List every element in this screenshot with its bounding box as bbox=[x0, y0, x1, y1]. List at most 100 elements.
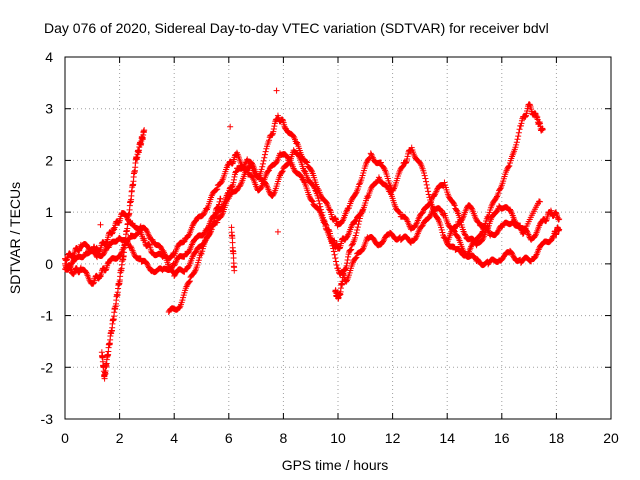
data-point bbox=[273, 159, 280, 166]
data-point bbox=[227, 123, 234, 130]
data-point bbox=[526, 101, 533, 108]
y-axis-label: SDTVAR / TECUs bbox=[7, 182, 23, 294]
data-point bbox=[332, 255, 339, 262]
data-point bbox=[478, 231, 485, 238]
data-point bbox=[270, 191, 277, 198]
data-point bbox=[347, 247, 354, 254]
data-point bbox=[264, 168, 271, 175]
data-point bbox=[279, 168, 286, 175]
data-point bbox=[226, 193, 233, 200]
data-point bbox=[233, 168, 240, 175]
data-point bbox=[352, 190, 359, 197]
data-point bbox=[318, 209, 325, 216]
data-point bbox=[323, 199, 330, 206]
x-tick-label: 16 bbox=[494, 430, 510, 446]
data-point bbox=[143, 227, 150, 234]
data-point bbox=[359, 246, 366, 253]
data-point bbox=[353, 229, 360, 236]
data-point bbox=[279, 168, 286, 175]
data-point bbox=[229, 239, 236, 246]
data-point bbox=[262, 180, 269, 187]
data-point bbox=[144, 261, 151, 268]
data-point bbox=[304, 159, 311, 166]
data-point bbox=[412, 222, 419, 229]
data-point bbox=[143, 260, 150, 267]
data-point bbox=[193, 248, 200, 255]
data-point bbox=[416, 159, 423, 166]
data-point bbox=[556, 216, 563, 223]
data-point bbox=[141, 127, 148, 134]
data-point bbox=[70, 270, 77, 277]
data-point bbox=[342, 266, 349, 273]
data-point bbox=[317, 206, 324, 213]
data-point bbox=[356, 218, 363, 225]
data-point bbox=[208, 217, 215, 224]
data-point bbox=[494, 229, 501, 236]
data-point bbox=[425, 191, 432, 198]
data-point bbox=[420, 207, 427, 214]
data-point bbox=[295, 152, 302, 159]
data-point bbox=[279, 116, 286, 123]
data-point bbox=[185, 263, 192, 270]
data-point bbox=[315, 197, 322, 204]
data-point bbox=[352, 232, 359, 239]
data-point bbox=[380, 238, 387, 245]
data-point bbox=[397, 209, 404, 216]
data-point bbox=[145, 232, 152, 239]
data-point bbox=[90, 280, 97, 287]
x-tick-labels: 0 2 4 6 8 10 12 14 16 18 20 bbox=[61, 430, 619, 446]
data-point bbox=[352, 255, 359, 262]
data-point bbox=[514, 136, 521, 143]
data-point bbox=[218, 211, 225, 218]
data-point bbox=[495, 227, 502, 234]
data-point bbox=[160, 247, 167, 254]
y-tick-label: -2 bbox=[41, 359, 54, 375]
data-point bbox=[308, 167, 315, 174]
data-point bbox=[286, 158, 293, 165]
chart-title: Day 076 of 2020, Sidereal Day-to-day VTE… bbox=[44, 20, 549, 36]
data-point bbox=[126, 235, 133, 242]
data-point bbox=[216, 198, 223, 205]
data-point bbox=[100, 250, 107, 257]
data-point bbox=[423, 178, 430, 185]
data-point bbox=[216, 201, 223, 208]
data-point bbox=[257, 185, 264, 192]
data-point bbox=[359, 207, 366, 214]
data-point bbox=[266, 188, 273, 195]
data-point bbox=[412, 234, 419, 241]
data-point bbox=[344, 260, 351, 267]
data-point bbox=[330, 245, 337, 252]
data-point bbox=[276, 172, 283, 179]
data-point bbox=[515, 129, 522, 136]
data-point bbox=[317, 203, 324, 210]
data-point bbox=[269, 131, 276, 138]
data-point bbox=[185, 248, 192, 255]
data-point bbox=[532, 110, 539, 117]
data-point bbox=[186, 278, 193, 285]
data-point bbox=[202, 237, 209, 244]
data-point bbox=[307, 166, 314, 173]
data-point bbox=[309, 198, 316, 205]
data-point bbox=[106, 242, 113, 249]
data-point bbox=[333, 261, 340, 268]
data-point bbox=[200, 211, 207, 218]
x-tick-label: 0 bbox=[61, 430, 69, 446]
data-point bbox=[217, 195, 224, 202]
data-point bbox=[181, 238, 188, 245]
data-point bbox=[494, 228, 501, 235]
data-point bbox=[109, 230, 116, 237]
data-point bbox=[454, 233, 461, 240]
data-point bbox=[208, 226, 215, 233]
series-trace-b bbox=[62, 101, 546, 276]
data-point bbox=[143, 228, 150, 235]
y-tick-label: 1 bbox=[45, 204, 53, 220]
data-point bbox=[445, 192, 452, 199]
x-tick-label: 10 bbox=[330, 430, 346, 446]
data-point bbox=[532, 252, 539, 259]
data-point bbox=[284, 154, 291, 161]
data-point bbox=[274, 228, 281, 235]
data-point bbox=[450, 199, 457, 206]
data-point bbox=[517, 226, 524, 233]
data-point bbox=[214, 219, 221, 226]
data-point bbox=[135, 229, 142, 236]
